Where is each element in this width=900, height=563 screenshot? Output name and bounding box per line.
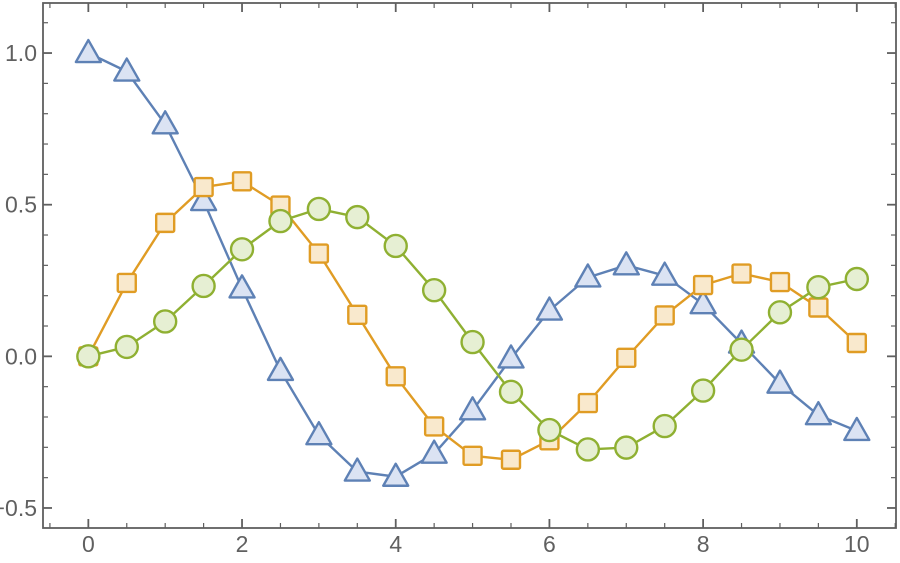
circle-marker bbox=[767, 300, 793, 325]
circle-marker bbox=[460, 329, 485, 355]
y-tick-label: 0.5 bbox=[5, 192, 37, 218]
triangle-marker bbox=[650, 261, 679, 286]
circle-marker bbox=[306, 196, 332, 222]
square-marker bbox=[423, 416, 445, 437]
circle-marker bbox=[383, 233, 408, 259]
y-tick-label: 1.0 bbox=[5, 40, 37, 66]
square-marker bbox=[654, 305, 675, 326]
circle-marker bbox=[575, 437, 601, 462]
circle-marker bbox=[729, 337, 754, 362]
square-marker bbox=[577, 392, 599, 414]
triangle-marker bbox=[74, 38, 103, 64]
triangle-marker bbox=[151, 110, 179, 135]
triangle-marker bbox=[382, 462, 410, 487]
triangle-marker bbox=[574, 263, 602, 288]
triangle-marker bbox=[343, 457, 372, 482]
circle-marker bbox=[191, 273, 216, 299]
square-marker bbox=[193, 176, 214, 198]
square-marker bbox=[769, 271, 791, 293]
triangle-marker bbox=[766, 369, 794, 394]
square-marker bbox=[347, 304, 368, 325]
triangle-marker bbox=[689, 289, 717, 315]
circle-marker bbox=[652, 413, 677, 439]
circle-marker bbox=[498, 379, 524, 405]
square-marker bbox=[385, 366, 406, 387]
x-tick-label: 4 bbox=[389, 531, 402, 557]
circle-marker bbox=[152, 309, 178, 334]
x-tick-label: 0 bbox=[82, 531, 95, 557]
circle-marker bbox=[806, 274, 831, 300]
square-marker bbox=[462, 445, 483, 467]
x-tick-label: 10 bbox=[844, 531, 870, 557]
x-tick-label: 8 bbox=[697, 531, 710, 557]
triangle-marker bbox=[228, 274, 256, 299]
triangle-marker bbox=[535, 296, 564, 321]
triangle-marker bbox=[804, 400, 833, 426]
circle-marker bbox=[229, 237, 255, 262]
triangle-marker bbox=[189, 186, 218, 212]
y-tick-label: 0.0 bbox=[5, 343, 37, 369]
triangle-marker bbox=[113, 57, 141, 82]
square-marker bbox=[500, 449, 522, 470]
square-marker bbox=[846, 332, 868, 354]
circle-marker bbox=[268, 208, 293, 234]
x-tick-label: 6 bbox=[543, 531, 556, 557]
square-marker bbox=[154, 212, 176, 234]
triangle-marker bbox=[266, 356, 295, 382]
plot-frame bbox=[42, 2, 897, 529]
circle-marker bbox=[421, 278, 447, 303]
triangle-marker bbox=[305, 420, 333, 446]
square-marker bbox=[692, 274, 714, 296]
triangle-marker bbox=[497, 344, 525, 369]
x-tick-label: 2 bbox=[236, 531, 249, 557]
circle-marker bbox=[690, 378, 716, 403]
circle-marker bbox=[614, 435, 639, 460]
y-tick-label: −0.5 bbox=[0, 495, 37, 521]
circle-marker bbox=[114, 334, 139, 360]
square-marker bbox=[808, 297, 829, 318]
triangle-marker bbox=[612, 251, 640, 276]
circle-marker bbox=[844, 266, 870, 292]
square-marker bbox=[116, 272, 137, 294]
square-marker bbox=[308, 243, 330, 264]
square-marker bbox=[616, 347, 637, 369]
triangle-marker bbox=[843, 416, 871, 442]
circle-marker bbox=[345, 204, 370, 230]
square-marker bbox=[731, 263, 752, 284]
square-marker bbox=[231, 171, 253, 192]
triangle-marker bbox=[420, 439, 448, 464]
circle-marker bbox=[76, 344, 101, 369]
triangle-marker bbox=[458, 396, 487, 421]
circle-marker bbox=[537, 417, 562, 443]
